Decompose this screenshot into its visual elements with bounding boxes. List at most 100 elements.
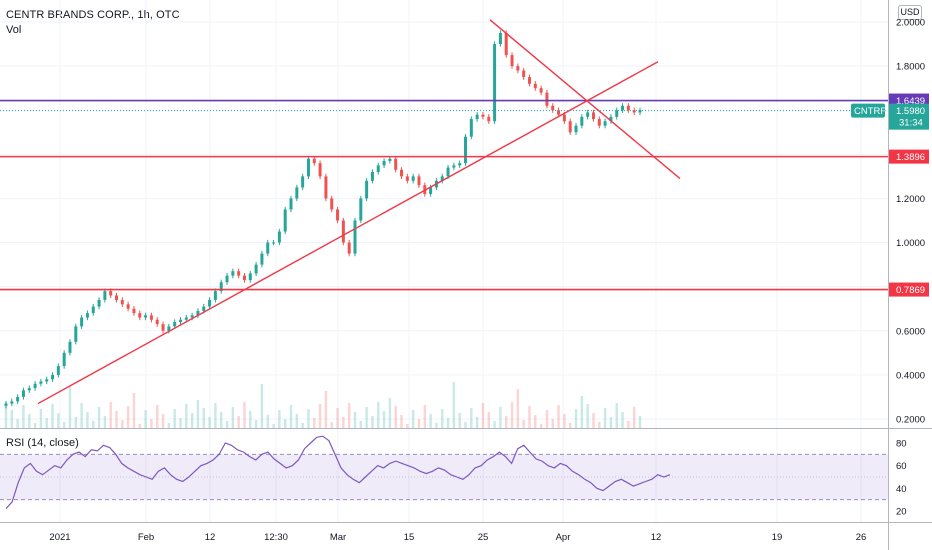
volume-bar — [109, 402, 112, 428]
candle — [33, 381, 37, 391]
volume-bar — [400, 415, 403, 428]
candle — [615, 107, 619, 120]
symbol-label: CNTRF — [854, 106, 886, 117]
volume-bar — [202, 408, 205, 428]
candle-body — [493, 44, 497, 122]
candle — [260, 250, 264, 268]
candle-body — [365, 180, 369, 199]
candle-body — [388, 158, 392, 161]
volume-bar — [580, 396, 584, 428]
time-tick-label: 12:30 — [264, 532, 288, 543]
candle — [452, 162, 456, 171]
candle-body — [225, 275, 229, 283]
volume-bar — [429, 414, 432, 428]
level-price-label: 1.3896 — [896, 152, 925, 163]
volume-bar — [103, 416, 107, 428]
volume-bar — [330, 422, 333, 428]
volume-bar — [10, 410, 14, 428]
volume-bar — [289, 405, 293, 428]
candle — [231, 268, 235, 279]
candle — [126, 301, 130, 312]
volume-bar — [493, 421, 496, 428]
volume-bar — [307, 409, 310, 428]
candle-body — [45, 379, 49, 382]
candle-body — [62, 352, 66, 367]
last-price-label: 1.5980 — [896, 106, 925, 117]
candle — [173, 319, 177, 330]
volume-bar — [254, 420, 258, 428]
candle-body — [527, 77, 531, 84]
candle-body — [248, 273, 252, 281]
candle-body — [51, 374, 55, 380]
candle — [120, 297, 124, 307]
volume-bar — [132, 393, 136, 428]
candle-body — [522, 70, 526, 78]
volume-bar — [86, 412, 89, 428]
candle-body — [312, 158, 316, 164]
candle — [493, 41, 497, 124]
volume-bar — [528, 406, 531, 428]
candle — [551, 103, 555, 113]
time-tick-label: Mar — [330, 532, 346, 543]
time-tick-label: 15 — [404, 532, 415, 543]
candle-body — [440, 176, 444, 181]
candle-body — [138, 313, 142, 318]
candle-body — [237, 271, 241, 276]
candle — [225, 272, 229, 285]
candle — [62, 350, 66, 369]
volume-bar — [522, 420, 525, 428]
candle — [155, 317, 159, 327]
candle — [586, 109, 590, 120]
volume-bar — [68, 386, 72, 428]
volume-bar — [475, 417, 479, 428]
candle-body — [533, 83, 537, 89]
volume-bar — [150, 419, 153, 428]
volume-bar — [231, 407, 235, 428]
candle — [330, 195, 334, 213]
candle — [394, 156, 398, 173]
candle-body — [202, 306, 206, 311]
candle-body — [615, 110, 619, 117]
candle-body — [353, 220, 357, 254]
candle — [359, 195, 363, 224]
candle-body — [39, 381, 43, 384]
volume-bar — [28, 414, 31, 428]
volume-bar — [336, 408, 339, 428]
volume-bar — [347, 403, 351, 428]
volume-bar — [353, 412, 357, 428]
currency-button[interactable]: USD — [898, 5, 922, 20]
volume-bar — [388, 398, 392, 428]
candle — [10, 398, 14, 407]
candle-body — [568, 121, 572, 133]
candle — [45, 376, 49, 385]
candle — [580, 114, 584, 129]
candle — [4, 400, 8, 409]
candle-body — [510, 55, 514, 67]
last-price-tag — [889, 103, 929, 130]
volume-bar — [196, 400, 200, 428]
candle-body — [33, 383, 37, 389]
symbol-tag — [851, 103, 885, 118]
candle-body — [603, 121, 607, 126]
candle-body — [405, 176, 409, 181]
candle — [510, 52, 514, 69]
candle — [272, 239, 276, 246]
volume-bar — [185, 404, 188, 428]
candle-body — [161, 324, 165, 331]
volume-bar — [586, 404, 589, 428]
candle-body — [341, 220, 345, 243]
candle-body — [272, 242, 276, 244]
candle-body — [190, 315, 194, 318]
candle — [568, 118, 572, 135]
price-tick-label: 1.0000 — [896, 238, 925, 249]
candle — [487, 114, 491, 124]
candle — [196, 308, 200, 318]
candle-body — [580, 116, 584, 126]
candle-body — [318, 163, 322, 177]
candle-body — [80, 317, 84, 327]
candle-body — [155, 319, 159, 325]
time-tick-label: 12 — [651, 532, 662, 543]
volume-bar — [545, 410, 549, 428]
candle-body — [231, 271, 235, 276]
